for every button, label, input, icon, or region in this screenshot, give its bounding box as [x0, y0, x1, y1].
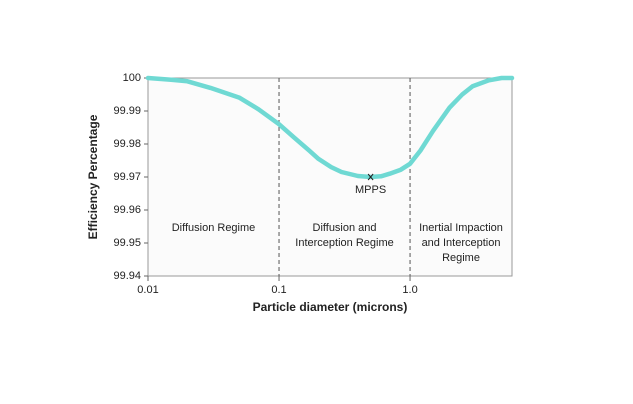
- y-tick-label: 99.96: [113, 204, 141, 216]
- region-label: Inertial Impaction: [419, 222, 503, 234]
- x-tick-label: 0.01: [137, 284, 158, 296]
- region-label: Diffusion and: [313, 222, 377, 234]
- y-tick-label: 99.95: [113, 237, 141, 249]
- region-label: Diffusion Regime: [172, 222, 256, 234]
- y-tick-label: 99.94: [113, 270, 141, 282]
- mpps-label: MPPS: [355, 184, 386, 196]
- region-label: and Interception: [422, 237, 501, 249]
- region-label: Regime: [442, 252, 480, 264]
- x-axis-label: Particle diameter (microns): [253, 300, 408, 314]
- region-label: Interception Regime: [295, 237, 393, 249]
- mpps-marker: [367, 173, 374, 181]
- x-tick-label: 0.1: [271, 284, 286, 296]
- y-tick-label: 99.97: [113, 171, 141, 183]
- y-axis-label: Efficiency Percentage: [86, 114, 100, 239]
- y-tick-label: 100: [123, 72, 141, 84]
- plot-area: [147, 77, 513, 277]
- efficiency-line: [145, 75, 515, 180]
- y-tick-label: 99.98: [113, 138, 141, 150]
- y-tick-label: 99.99: [113, 105, 141, 117]
- x-tick-label: 1.0: [402, 284, 417, 296]
